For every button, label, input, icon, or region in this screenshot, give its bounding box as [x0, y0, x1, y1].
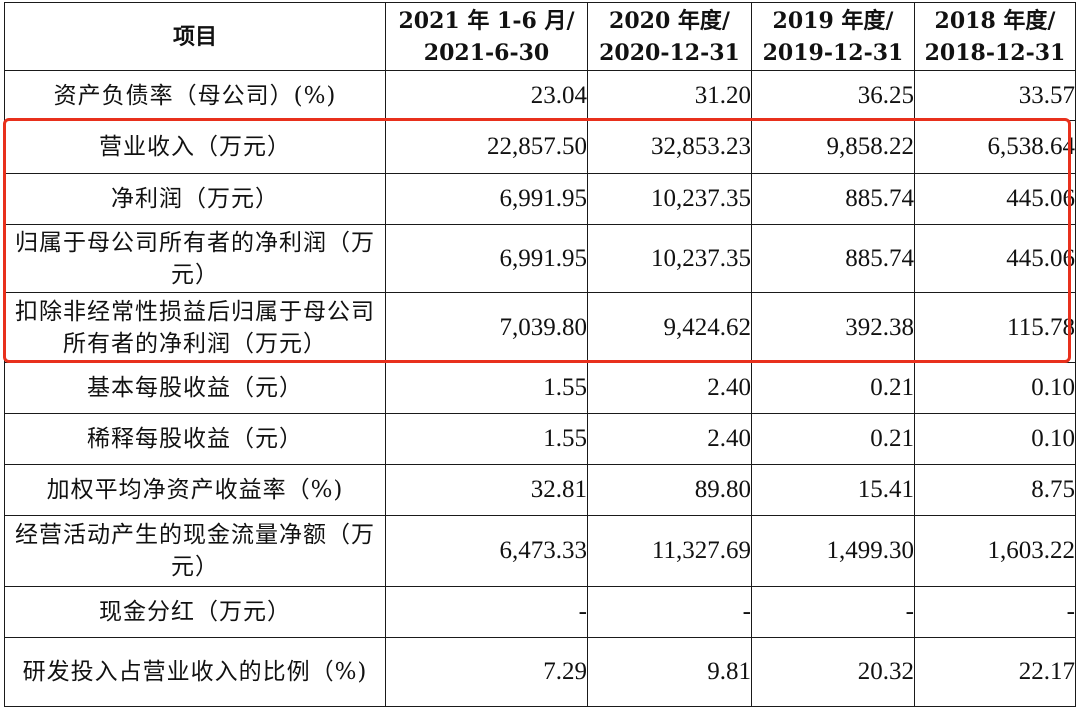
table-row: 营业收入（万元） 22,857.50 32,853.23 9,858.22 6,…: [4, 120, 1076, 174]
cell-value: 15.41: [751, 464, 915, 516]
cell-value: 9,424.62: [587, 292, 752, 363]
cell-value: 1.55: [385, 362, 588, 414]
table-row: 加权平均净资产收益率（%) 32.81 89.80 15.41 8.75: [4, 464, 1076, 516]
row-label: 归属于母公司所有者的净利润（万元）: [4, 224, 386, 293]
cell-value: -: [587, 586, 752, 638]
header-period-2018: 2018 年度/ 2018-12-31: [914, 2, 1076, 71]
cell-value: 392.38: [751, 292, 915, 363]
header-period-line2: 2021-6-30: [423, 39, 550, 66]
cell-value: 0.21: [751, 362, 915, 414]
cell-value: 885.74: [751, 224, 915, 293]
row-label: 经营活动产生的现金流量净额（万元）: [4, 515, 386, 587]
header-row: 项目 2021 年 1-6 月/ 2021-6-30 2020 年度/ 2020…: [4, 2, 1076, 71]
header-period-line1: 2020 年度/: [609, 7, 730, 34]
row-label: 扣除非经常性损益后归属于母公司所有者的净利润（万元）: [4, 292, 386, 363]
cell-value: 2.40: [587, 413, 752, 465]
row-label: 基本每股收益（元）: [4, 362, 386, 414]
cell-value: 10,237.35: [587, 224, 752, 293]
cell-value: 115.78: [914, 292, 1076, 363]
cell-value: 20.32: [751, 637, 915, 707]
cell-value: 9,858.22: [751, 120, 915, 174]
cell-value: 6,991.95: [385, 224, 588, 293]
header-period-2019: 2019 年度/ 2019-12-31: [751, 2, 915, 71]
financial-summary-table: 项目 2021 年 1-6 月/ 2021-6-30 2020 年度/ 2020…: [4, 2, 1076, 707]
row-label: 营业收入（万元）: [4, 120, 386, 174]
table-row: 研发投入占营业收入的比例（%) 7.29 9.81 20.32 22.17: [4, 637, 1076, 707]
header-period-line1: 2019 年度/: [772, 7, 894, 34]
cell-value: 11,327.69: [587, 515, 752, 587]
table-row: 现金分红（万元） - - - -: [4, 586, 1076, 638]
header-period-line1: 2018 年度/: [934, 7, 1056, 34]
cell-value: 32.81: [385, 464, 588, 516]
cell-value: 33.57: [914, 70, 1076, 121]
header-period-line2: 2020-12-31: [599, 39, 740, 66]
row-label: 现金分红（万元）: [4, 586, 386, 638]
cell-value: 2.40: [587, 362, 752, 414]
cell-value: 7,039.80: [385, 292, 588, 363]
header-period-2021h1: 2021 年 1-6 月/ 2021-6-30: [385, 2, 588, 71]
cell-value: 1,499.30: [751, 515, 915, 587]
table-row: 经营活动产生的现金流量净额（万元） 6,473.33 11,327.69 1,4…: [4, 515, 1076, 587]
row-label: 资产负债率（母公司）(%): [4, 70, 386, 121]
cell-value: 885.74: [751, 173, 915, 225]
row-label: 加权平均净资产收益率（%): [4, 464, 386, 516]
cell-value: 22,857.50: [385, 120, 588, 174]
row-label: 研发投入占营业收入的比例（%): [4, 637, 386, 707]
cell-value: 6,473.33: [385, 515, 588, 587]
header-period-line2: 2018-12-31: [924, 39, 1066, 66]
cell-value: 1,603.22: [914, 515, 1076, 587]
row-label: 净利润（万元）: [4, 173, 386, 225]
table-row: 扣除非经常性损益后归属于母公司所有者的净利润（万元） 7,039.80 9,42…: [4, 292, 1076, 363]
header-item: 项目: [4, 2, 386, 71]
cell-value: 8.75: [914, 464, 1076, 516]
table-row: 归属于母公司所有者的净利润（万元） 6,991.95 10,237.35 885…: [4, 224, 1076, 293]
table-row: 资产负债率（母公司）(%) 23.04 31.20 36.25 33.57: [4, 70, 1076, 121]
cell-value: 10,237.35: [587, 173, 752, 225]
header-period-line2: 2019-12-31: [762, 39, 904, 66]
cell-value: 0.21: [751, 413, 915, 465]
cell-value: -: [385, 586, 588, 638]
cell-value: 9.81: [587, 637, 752, 707]
cell-value: 89.80: [587, 464, 752, 516]
header-period-2020: 2020 年度/ 2020-12-31: [587, 2, 752, 71]
cell-value: 0.10: [914, 362, 1076, 414]
cell-value: 32,853.23: [587, 120, 752, 174]
table-row: 净利润（万元） 6,991.95 10,237.35 885.74 445.06: [4, 173, 1076, 225]
cell-value: 6,538.64: [914, 120, 1076, 174]
cell-value: 0.10: [914, 413, 1076, 465]
cell-value: 6,991.95: [385, 173, 588, 225]
table-row: 稀释每股收益（元） 1.55 2.40 0.21 0.10: [4, 413, 1076, 465]
cell-value: -: [751, 586, 915, 638]
cell-value: 23.04: [385, 70, 588, 121]
cell-value: -: [914, 586, 1076, 638]
header-period-line1: 2021 年 1-6 月/: [398, 7, 575, 34]
cell-value: 22.17: [914, 637, 1076, 707]
cell-value: 445.06: [914, 173, 1076, 225]
table-row: 基本每股收益（元） 1.55 2.40 0.21 0.10: [4, 362, 1076, 414]
cell-value: 31.20: [587, 70, 752, 121]
row-label: 稀释每股收益（元）: [4, 413, 386, 465]
cell-value: 36.25: [751, 70, 915, 121]
cell-value: 7.29: [385, 637, 588, 707]
cell-value: 1.55: [385, 413, 588, 465]
cell-value: 445.06: [914, 224, 1076, 293]
